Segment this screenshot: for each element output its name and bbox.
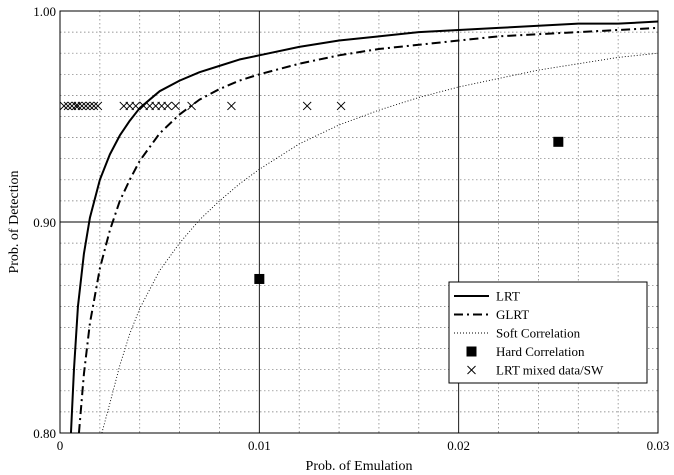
data-point-lrt-mixed-data-sw — [59, 101, 69, 111]
legend-label-soft-correlation: Soft Correlation — [496, 326, 581, 341]
data-point-lrt-mixed-data-sw — [171, 101, 180, 111]
y-tick-label: 0.80 — [33, 426, 56, 441]
data-point-lrt-mixed-data-sw — [302, 101, 312, 111]
y-axis-label: Prob. of Detection — [7, 170, 22, 273]
tick-labels: 0 0.01 0.02 0.03 0.80 0.90 1.00 — [33, 4, 669, 453]
x-axis-label: Prob. of Emulation — [306, 459, 413, 474]
legend-box — [448, 281, 648, 384]
data-point-hard-correlation — [553, 136, 564, 147]
data-point-lrt-mixed-data-sw — [63, 101, 73, 111]
plot-frame — [59, 10, 659, 434]
series-line-glrt — [77, 26, 659, 434]
x-tick-label: 0.01 — [248, 438, 271, 453]
data-point-lrt-mixed-data-sw — [85, 101, 95, 111]
data-point-lrt-mixed-data-sw — [336, 101, 346, 111]
data-point-hard-correlation — [254, 273, 265, 284]
data-point-lrt-mixed-data-sw — [227, 101, 236, 111]
data-point-lrt-mixed-data-sw — [187, 101, 196, 111]
y-tick-label: 0.90 — [33, 215, 56, 230]
series-layer — [59, 20, 659, 434]
data-point-lrt-mixed-data-sw — [89, 101, 99, 111]
x-tick-label: 0 — [57, 438, 64, 453]
y-tick-label: 1.00 — [33, 4, 56, 19]
legend-label-hard-correlation: Hard Correlation — [496, 344, 585, 359]
data-point-lrt-mixed-data-sw — [81, 101, 91, 111]
x-tick-label: 0.03 — [647, 438, 670, 453]
x-tick-label: 0.02 — [447, 438, 470, 453]
data-point-lrt-mixed-data-sw — [131, 101, 141, 111]
data-point-lrt-mixed-data-sw — [93, 101, 103, 111]
data-point-lrt-mixed-data-sw — [73, 101, 83, 111]
series-line-lrt — [69, 20, 659, 434]
data-point-lrt-mixed-data-sw — [77, 101, 87, 111]
legend-swatch-hard-correlation — [466, 346, 477, 357]
series-line-soft-correlation — [101, 52, 659, 434]
legend-label-glrt: GLRT — [496, 307, 529, 322]
legend-label-lrt: LRT — [496, 289, 520, 304]
legend-label-lrt-mixed-data-sw: LRT mixed data/SW — [496, 363, 604, 378]
legend: LRT GLRT Soft Correlation Hard Correlation L… — [448, 281, 648, 384]
legend-swatch-lrt-mixed-data-sw — [467, 365, 476, 375]
data-point-lrt-mixed-data-sw — [163, 101, 172, 111]
